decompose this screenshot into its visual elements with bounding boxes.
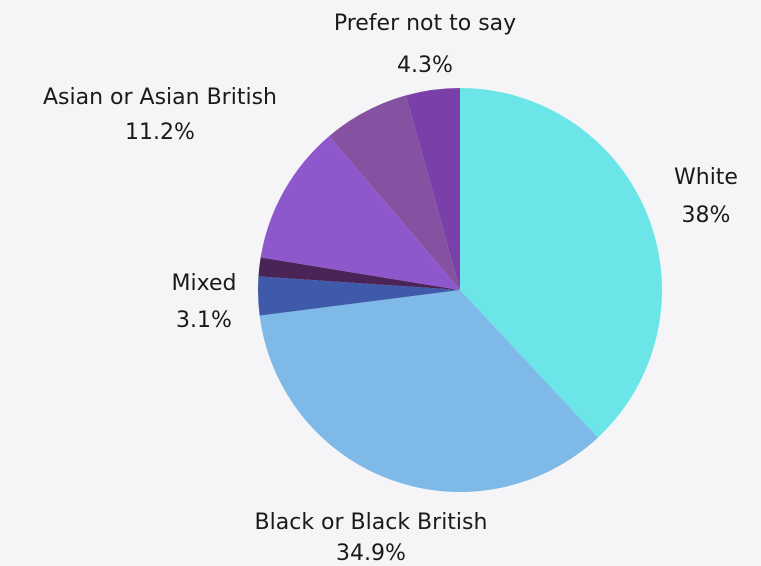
slice-label-prefer-not-to-say: Prefer not to say [334,11,516,36]
pie-slice-white [460,88,663,438]
pie-slice-prefer-not-to-say [406,88,460,290]
slice-value-black-or-black-british: 34.9% [336,541,406,566]
slice-label-asian-or-asian-british: Asian or Asian British [43,85,277,110]
slice-value-prefer-not-to-say: 4.3% [397,53,453,78]
slice-label-white: White [674,165,738,190]
slice-value-white: 38% [682,203,731,228]
slice-label-black-or-black-british: Black or Black British [255,510,488,535]
pie-slice-mixed [258,257,460,290]
pie-slice-unlabeled-2 [258,276,460,316]
pie-slice-black-or-black-british [259,290,598,492]
pie-slices [258,88,663,492]
slice-label-mixed: Mixed [172,271,237,296]
slice-value-mixed: 3.1% [176,308,232,333]
slice-value-asian-or-asian-british: 11.2% [125,120,195,145]
pie-slice-asian-or-asian-british [260,136,460,290]
pie-slice-unlabeled-5 [329,95,460,290]
